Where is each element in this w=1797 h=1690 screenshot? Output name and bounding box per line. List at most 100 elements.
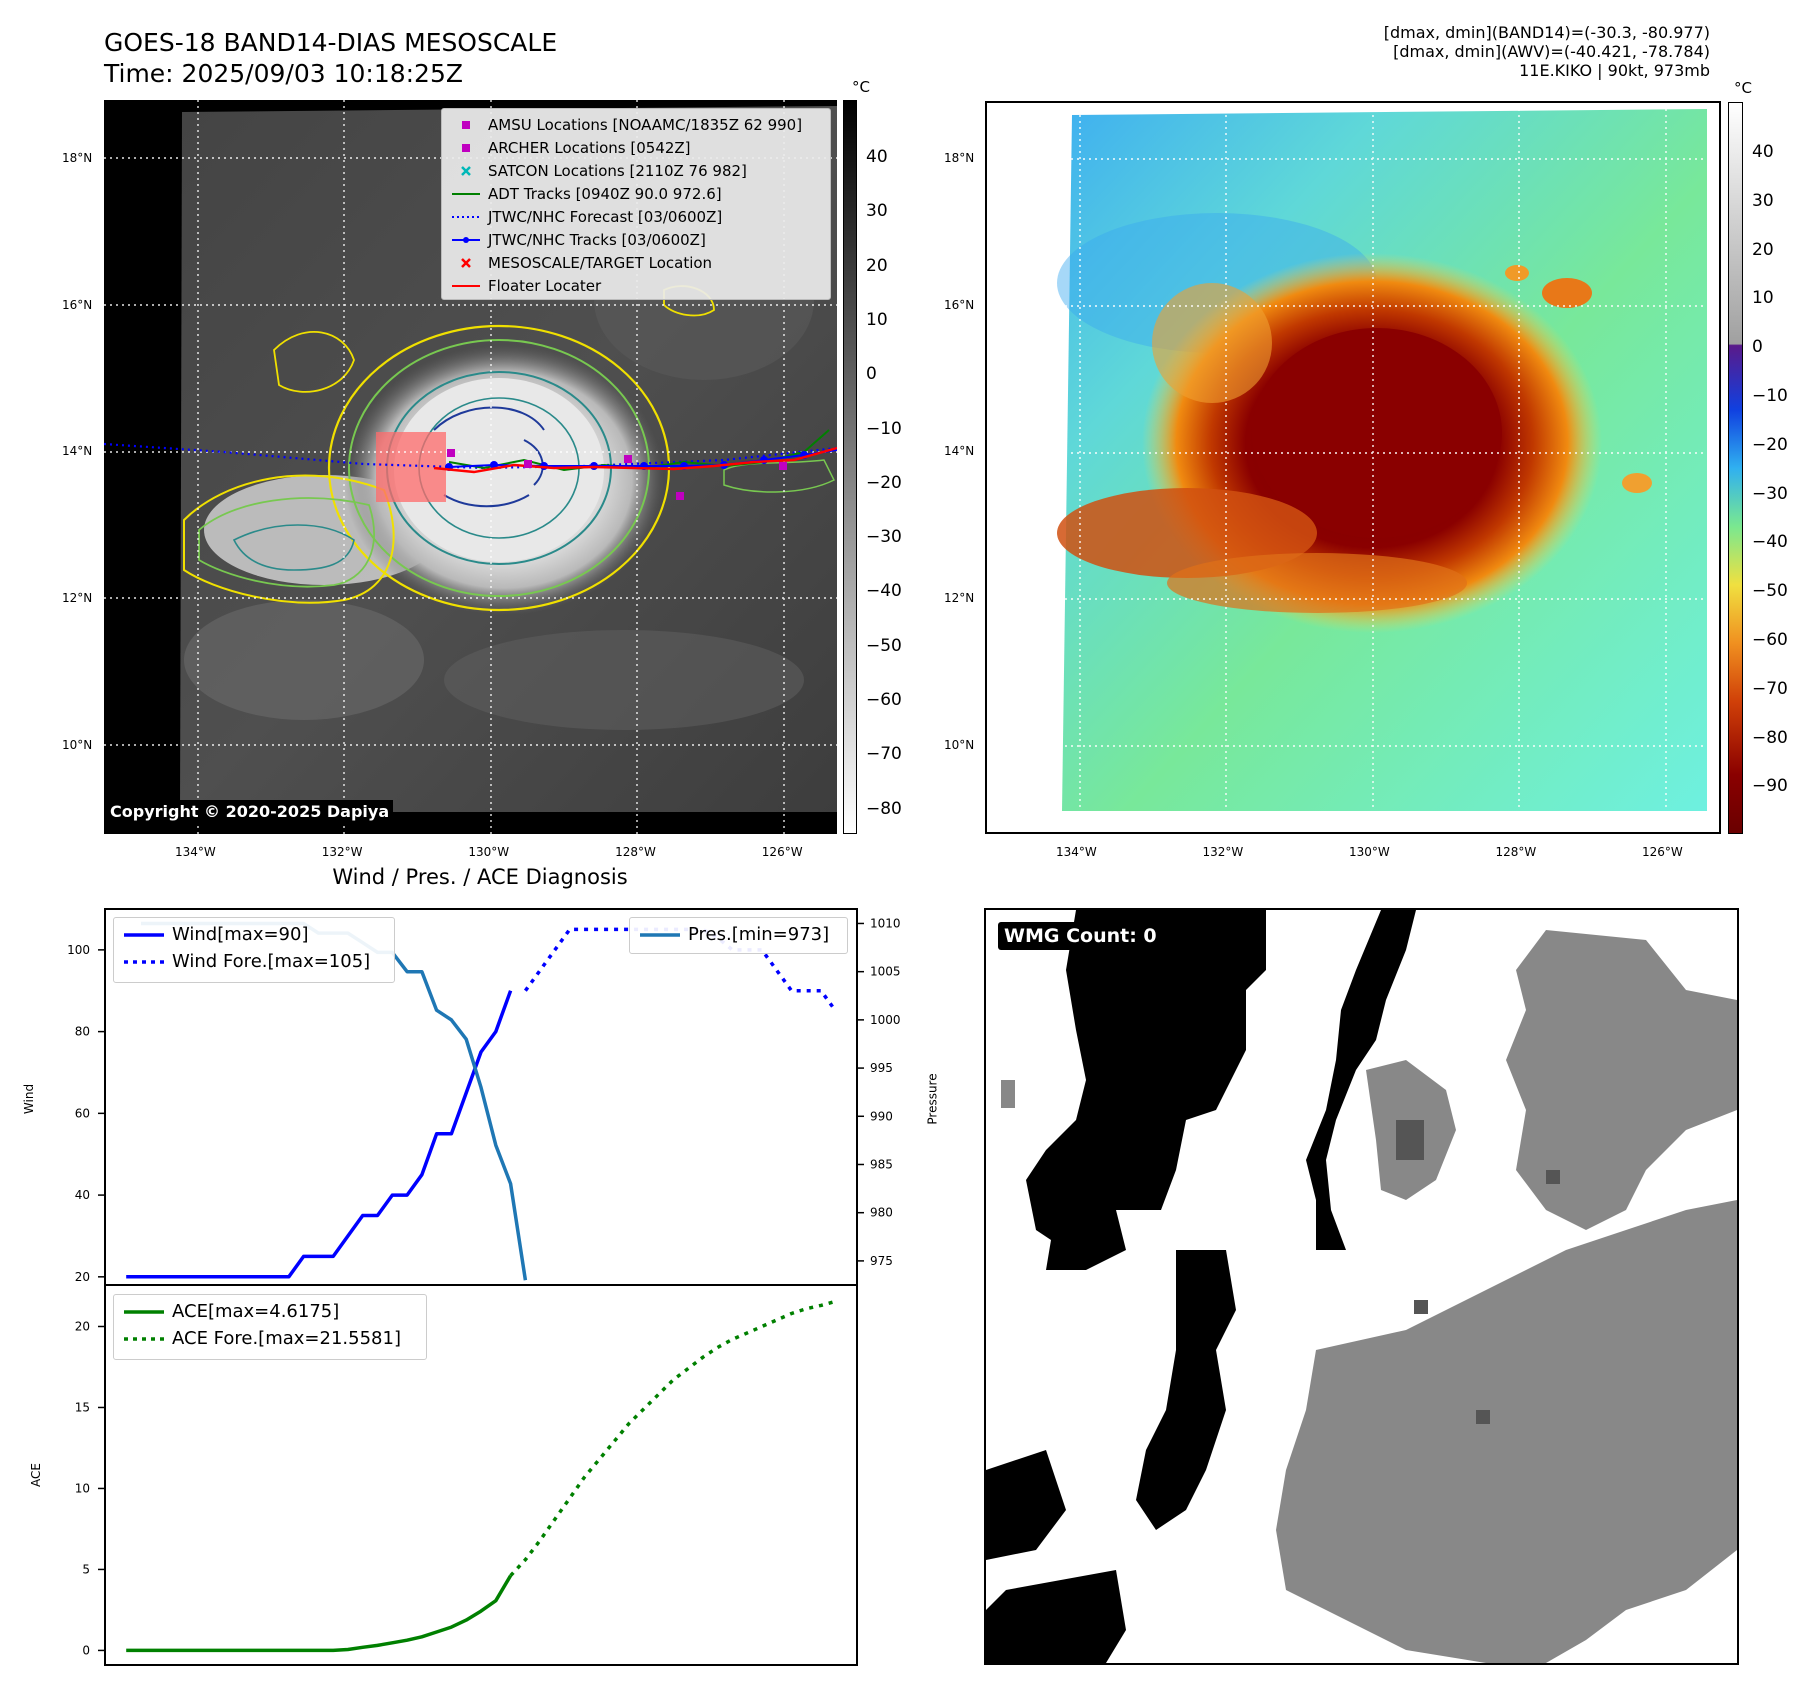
colorbar-tick-label: −40 — [1752, 532, 1788, 553]
ir-color-map — [985, 101, 1721, 834]
legend-symbol — [448, 182, 484, 205]
storm-info: [dmax, dmin](BAND14)=(-30.3, -80.977) [d… — [1384, 23, 1710, 80]
legend-symbol — [448, 251, 484, 274]
legend-symbol — [448, 228, 484, 251]
lon-label: 132°W — [321, 845, 363, 859]
diagnosis-svg: 20 40 60 80 100 975 980 985 990 995 1000 1005 1010 0 5… — [67, 908, 901, 1666]
floater-locater — [433, 446, 837, 474]
y-tick-label-right: 990 — [870, 1109, 893, 1123]
series-line — [126, 1574, 513, 1653]
lon-label: 128°W — [1495, 845, 1537, 859]
legend-item: JTWC/NHC Tracks [03/0600Z] — [448, 228, 824, 251]
colorbar-tick-label: 40 — [866, 147, 888, 167]
lon-label: 134°W — [175, 845, 216, 859]
legend-item: Floater Locater — [448, 274, 824, 297]
colorbar-tick-label: −80 — [1752, 727, 1788, 748]
y-tick-label-right: 975 — [870, 1254, 893, 1268]
colorbar-tick-label: −90 — [1752, 776, 1788, 797]
y-tick-label: 80 — [75, 1025, 90, 1039]
legend-pres: Pres.[min=973] — [688, 924, 830, 945]
ace-legend: ACE[max=4.6175] ACE Fore.[max=21.5581] — [113, 1294, 427, 1360]
y-tick-label: 60 — [75, 1106, 90, 1120]
colorbar-tick-label: −60 — [866, 690, 902, 710]
wind-legend: Wind[max=90] Wind Fore.[max=105] — [113, 917, 395, 983]
legend-wind-fore: Wind Fore.[max=105] — [172, 951, 371, 972]
legend-ace-fore: ACE Fore.[max=21.5581] — [172, 1328, 401, 1349]
lat-label: 10°N — [944, 737, 975, 752]
y-tick-label: 100 — [67, 943, 90, 957]
colorbar-tick-label: −80 — [866, 798, 902, 819]
lon-label: 126°W — [1642, 845, 1683, 859]
lat-label: 12°N — [62, 591, 93, 606]
legend-item: ADT Tracks [0940Z 90.0 972.6] — [448, 182, 824, 205]
colorbar-tick-label: 30 — [1752, 190, 1774, 211]
y-tick-label: 20 — [75, 1270, 90, 1284]
y-tick-label: 10 — [75, 1481, 90, 1495]
lon-label: 132°W — [1202, 845, 1244, 859]
colorbar-tick-label: 10 — [1752, 288, 1774, 309]
chart-title: GOES-18 BAND14-DIAS MESOSCALE Time: 2025… — [104, 27, 557, 89]
y-tick-label-right: 985 — [870, 1157, 893, 1171]
colorbar-tick-label: −70 — [866, 744, 902, 765]
legend-symbol — [448, 274, 484, 297]
legend-label: AMSU Locations [NOAAMC/1835Z 62 990] — [488, 115, 803, 134]
legend-label: JTWC/NHC Forecast [03/0600Z] — [488, 207, 723, 226]
legend-wind: Wind[max=90] — [172, 924, 309, 945]
y-tick-label-right: 1010 — [870, 916, 901, 930]
lon-label: 130°W — [1349, 845, 1390, 859]
legend-symbol — [448, 113, 484, 136]
legend-label: ARCHER Locations [0542Z] — [488, 138, 691, 157]
info-storm-summary: 11E.KIKO | 90kt, 973mb — [1519, 61, 1710, 80]
colorbar-tick-label: −70 — [1752, 678, 1788, 699]
series-line — [509, 1299, 837, 1577]
y-tick-label-right: 1005 — [870, 965, 901, 979]
colorbar-tick-label: −10 — [866, 418, 902, 439]
pressure-axis-label: Pressure — [925, 1073, 940, 1125]
legend-label: Floater Locater — [488, 276, 602, 295]
grayscale-colorbar — [843, 100, 857, 834]
copyright-badge: Copyright © 2020-2025 Dapiya — [106, 800, 394, 823]
legend-label: MESOSCALE/TARGET Location — [488, 253, 713, 272]
colorbar-tick-label: −50 — [1752, 581, 1788, 602]
series-line — [126, 990, 513, 1279]
y-tick-label: 20 — [75, 1319, 90, 1333]
lat-label: 16°N — [944, 297, 975, 312]
legend-symbol — [448, 136, 484, 159]
colorbar-tick-label: −20 — [866, 472, 902, 493]
info-awv-range: [dmax, dmin](AWV)=(-40.421, -78.784) — [1393, 42, 1710, 61]
y-tick-label: 0 — [82, 1643, 90, 1657]
jtwc-forecast-track — [104, 442, 837, 470]
left-colorbar-unit: °C — [852, 78, 870, 96]
lat-label: 14°N — [62, 444, 93, 459]
diagnosis-plots: 20 40 60 80 100 975 980 985 990 995 1000 1005 1010 0 5… — [67, 908, 901, 1666]
colorbar-tick-label: 30 — [866, 201, 888, 222]
legend-label: JTWC/NHC Tracks [03/0600Z] — [488, 230, 706, 249]
lon-label: 130°W — [468, 845, 510, 859]
lat-label: 18°N — [944, 151, 975, 165]
legend-symbol — [448, 159, 484, 182]
colorbar-tick-label: 20 — [866, 255, 888, 276]
legend-label: SATCON Locations [2110Z 76 982] — [488, 161, 747, 180]
lat-label: 10°N — [62, 737, 93, 752]
lat-label: 16°N — [62, 297, 93, 312]
y-tick-label: 5 — [82, 1562, 90, 1576]
legend-symbol — [448, 205, 484, 228]
y-tick-label: 15 — [75, 1400, 90, 1414]
y-tick-label-right: 980 — [870, 1206, 893, 1220]
colorbar-tick-label: 40 — [1752, 142, 1774, 162]
color-colorbar — [1728, 102, 1743, 834]
lat-label: 12°N — [944, 591, 975, 606]
lon-label: 126°W — [761, 845, 803, 859]
lon-label: 128°W — [615, 845, 656, 859]
colorbar-tick-label: −40 — [866, 581, 902, 602]
wmg-image — [986, 910, 1737, 1663]
title-line-2: Time: 2025/09/03 10:18:25Z — [104, 59, 463, 88]
amsu-archer-markers — [447, 449, 787, 500]
title-line-1: GOES-18 BAND14-DIAS MESOSCALE — [104, 28, 558, 57]
colorbar-tick-label: −30 — [1752, 483, 1788, 504]
wind-axis-label: Wind — [22, 1083, 37, 1115]
colorbar-tick-label: 10 — [866, 309, 888, 330]
lat-label: 18°N — [62, 151, 93, 165]
right-colorbar-unit: °C — [1734, 79, 1752, 97]
pressure-legend: Pres.[min=973] — [629, 917, 848, 954]
